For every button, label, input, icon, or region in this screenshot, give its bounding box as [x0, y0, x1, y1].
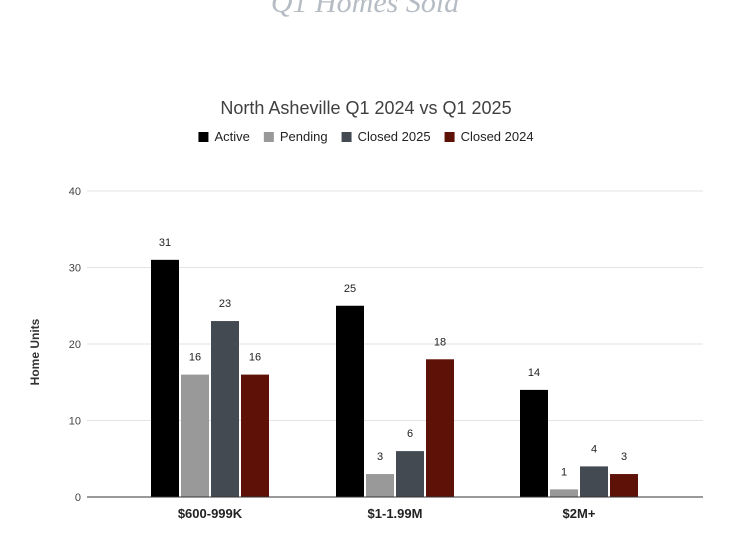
page-heading: Q1 Homes Sold: [270, 0, 460, 19]
y-tick-label: 30: [69, 263, 81, 275]
bar-closed-2025: [580, 466, 608, 497]
bar-pending: [550, 489, 578, 497]
data-label: 1: [561, 466, 567, 478]
legend-label: Active: [214, 129, 249, 144]
bar-pending: [181, 374, 209, 497]
legend-label: Closed 2025: [358, 129, 431, 144]
bar-active: [520, 389, 548, 497]
x-category-label: $600-999K: [178, 506, 243, 521]
data-label: 31: [159, 237, 171, 249]
bar-closed-2024: [610, 474, 638, 497]
data-label: 6: [407, 428, 413, 440]
x-axis: $600-999K $1-1.99M $2M+: [178, 506, 596, 521]
bar-active: [151, 259, 179, 497]
legend-swatch: [444, 132, 455, 142]
data-label: 3: [377, 451, 383, 463]
y-axis: 0 10 20 30 40: [69, 186, 81, 504]
legend-label: Closed 2024: [461, 129, 534, 144]
legend-swatch: [198, 132, 209, 142]
data-label: 18: [434, 336, 446, 348]
legend-label: Pending: [280, 129, 328, 144]
y-tick-label: 0: [75, 492, 81, 504]
y-tick-label: 20: [69, 339, 81, 351]
legend-item: Pending: [263, 129, 328, 144]
bar-pending: [366, 474, 394, 497]
data-label: 25: [344, 283, 356, 295]
data-label: 16: [189, 352, 201, 364]
legend-item: Closed 2024: [444, 129, 534, 144]
bar-active: [336, 305, 364, 497]
bar-closed-2025: [211, 321, 239, 497]
chart-grid: [87, 190, 703, 421]
bar-closed-2025: [396, 451, 424, 497]
y-tick-label: 40: [69, 186, 81, 198]
y-tick-label: 10: [69, 416, 81, 428]
data-label: 3: [621, 451, 627, 463]
data-label: 4: [591, 443, 597, 455]
bar-closed-2024: [426, 359, 454, 497]
chart-title: North Asheville Q1 2024 vs Q1 2025: [220, 98, 511, 118]
data-label: 14: [528, 367, 540, 379]
legend-swatch: [341, 132, 352, 142]
legend-item: Closed 2025: [341, 129, 431, 144]
x-category-label: $1-1.99M: [368, 506, 423, 521]
legend-swatch: [263, 132, 274, 142]
chart-legend: Active Pending Closed 2025 Closed 2024: [198, 129, 534, 144]
x-category-label: $2M+: [563, 506, 596, 521]
y-axis-title: Home Units: [28, 318, 42, 385]
bar-series-group: [151, 259, 638, 497]
legend-item: Active: [198, 129, 250, 144]
bar-closed-2024: [241, 374, 269, 497]
data-label: 23: [219, 298, 231, 310]
data-label: 16: [249, 352, 261, 364]
